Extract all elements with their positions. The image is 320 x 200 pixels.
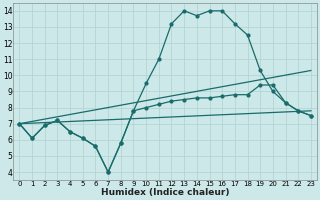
X-axis label: Humidex (Indice chaleur): Humidex (Indice chaleur) [101,188,229,197]
